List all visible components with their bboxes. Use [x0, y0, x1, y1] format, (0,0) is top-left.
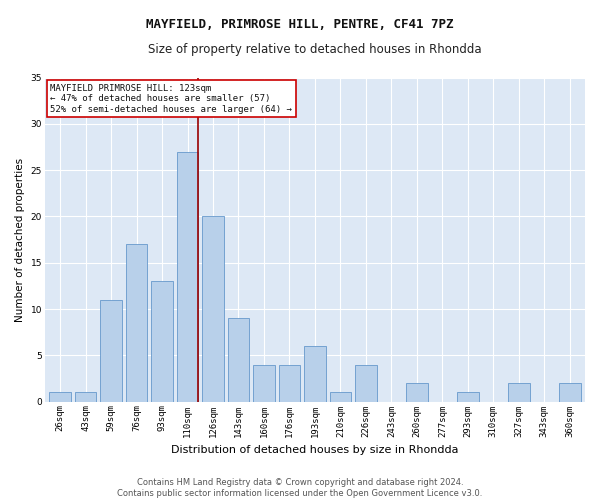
Bar — [202, 216, 224, 402]
Bar — [355, 364, 377, 402]
Bar — [508, 383, 530, 402]
Bar — [278, 364, 300, 402]
Text: Contains HM Land Registry data © Crown copyright and database right 2024.
Contai: Contains HM Land Registry data © Crown c… — [118, 478, 482, 498]
Bar — [151, 281, 173, 402]
Bar — [457, 392, 479, 402]
X-axis label: Distribution of detached houses by size in Rhondda: Distribution of detached houses by size … — [171, 445, 458, 455]
Text: MAYFIELD PRIMROSE HILL: 123sqm
← 47% of detached houses are smaller (57)
52% of : MAYFIELD PRIMROSE HILL: 123sqm ← 47% of … — [50, 84, 292, 114]
Bar — [253, 364, 275, 402]
Bar — [49, 392, 71, 402]
Text: MAYFIELD, PRIMROSE HILL, PENTRE, CF41 7PZ: MAYFIELD, PRIMROSE HILL, PENTRE, CF41 7P… — [146, 18, 454, 30]
Bar — [329, 392, 351, 402]
Bar — [559, 383, 581, 402]
Bar — [406, 383, 428, 402]
Bar — [304, 346, 326, 402]
Bar — [75, 392, 97, 402]
Bar — [227, 318, 250, 402]
Bar — [176, 152, 199, 402]
Title: Size of property relative to detached houses in Rhondda: Size of property relative to detached ho… — [148, 42, 482, 56]
Bar — [126, 244, 148, 402]
Bar — [100, 300, 122, 402]
Y-axis label: Number of detached properties: Number of detached properties — [15, 158, 25, 322]
